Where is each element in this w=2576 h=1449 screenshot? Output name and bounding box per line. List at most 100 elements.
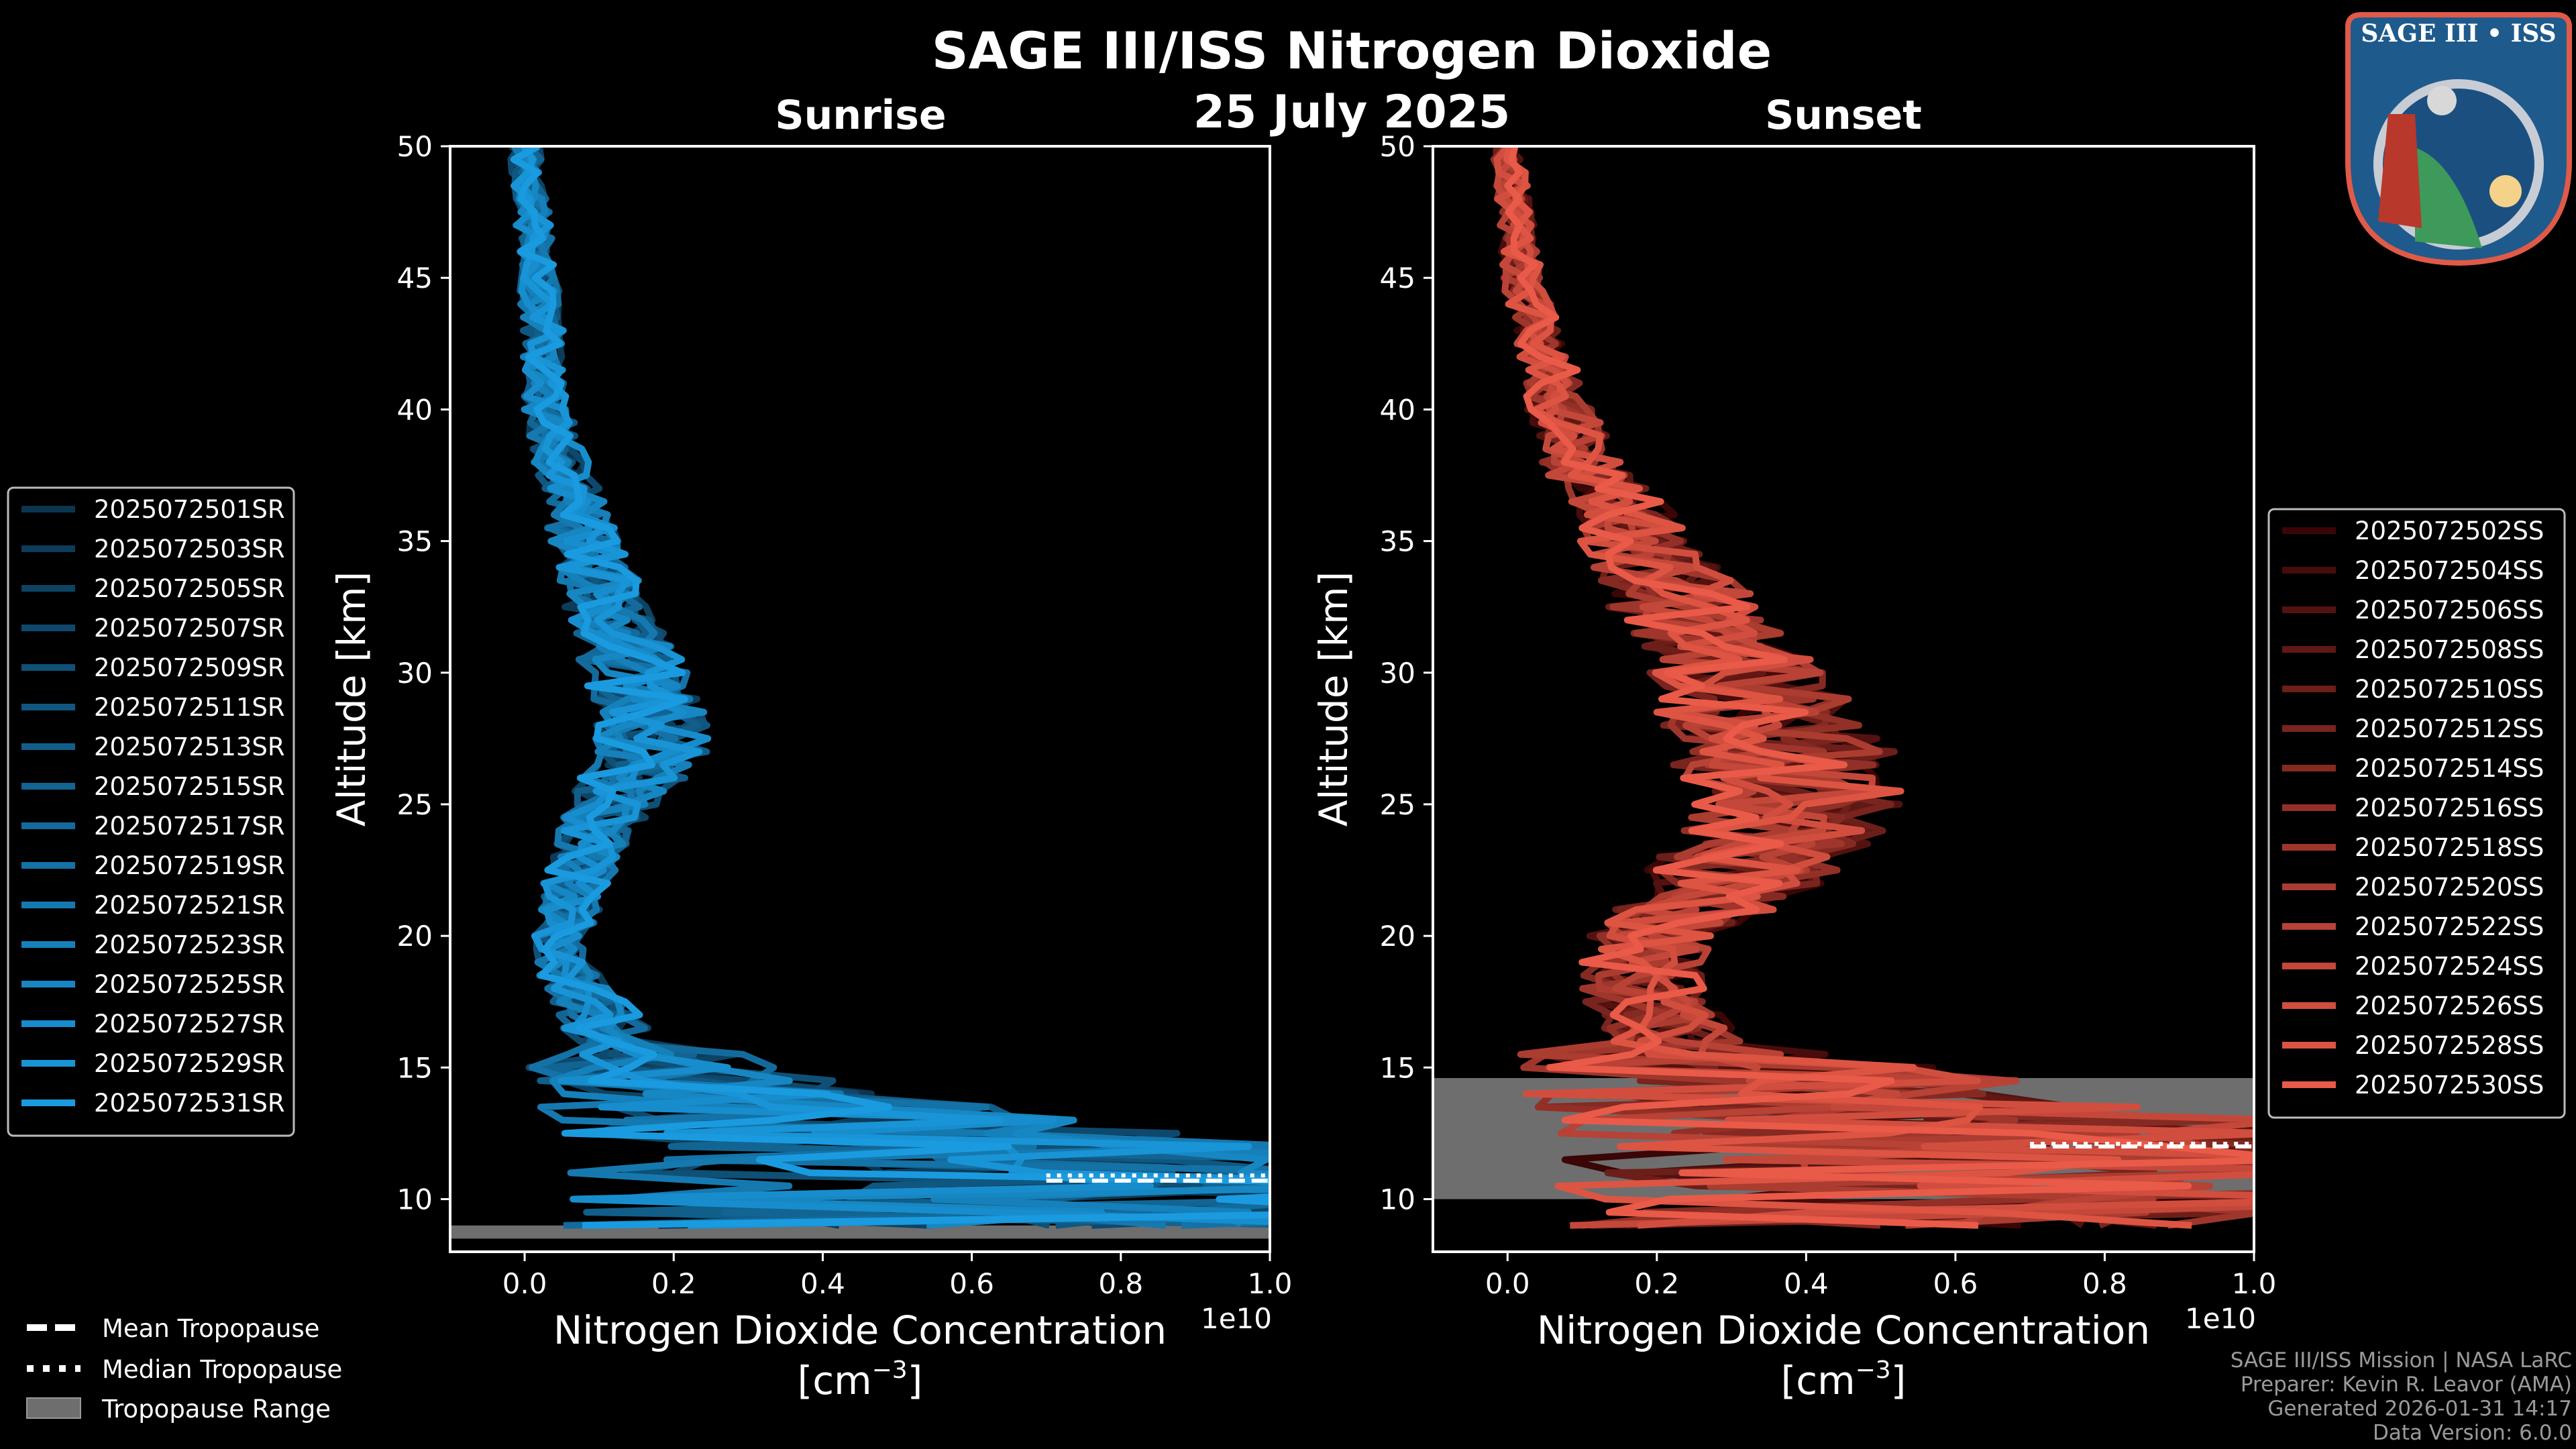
axes-frame — [449, 145, 1271, 1253]
axes-frame — [1432, 145, 2255, 1253]
legend-label: 2025072503SR — [94, 535, 285, 564]
legend-label: 2025072507SR — [94, 614, 285, 643]
mean-tropopause-label: Mean Tropopause — [102, 1314, 320, 1343]
footer-generated: Generated 2026-01-31 14:17 — [2267, 1397, 2572, 1421]
legend-label: 2025072531SR — [94, 1089, 285, 1118]
profile-line-2025072530SS — [1504, 146, 2254, 1229]
tropopause-legend: Mean Tropopause Median Tropopause Tropop… — [26, 1314, 342, 1424]
legend-label: 2025072530SS — [2355, 1071, 2544, 1099]
legend-label: 2025072519SR — [94, 851, 285, 880]
x-tick-label: 0.2 — [1634, 1267, 1679, 1300]
y-tick-label: 40 — [397, 393, 433, 426]
legend-label: 2025072524SS — [2355, 952, 2544, 981]
legend-label: 2025072506SS — [2355, 596, 2544, 625]
y-tick-label: 20 — [397, 920, 433, 953]
legend-label: 2025072512SS — [2355, 714, 2544, 743]
x-axis-unit: [cm−3] — [1781, 1356, 1907, 1403]
y-axis-label: Altitude [km] — [1311, 572, 1356, 826]
legend-label: 2025072513SR — [94, 733, 285, 761]
y-tick-label: 15 — [397, 1051, 433, 1084]
y-tick-label: 25 — [1380, 788, 1415, 821]
legend-label: 2025072520SS — [2355, 873, 2544, 902]
legend-label: 2025072510SS — [2355, 675, 2544, 704]
figure-date: 25 July 2025 — [1193, 86, 1511, 139]
x-tick-label: 0.4 — [1784, 1267, 1829, 1300]
y-tick-label: 25 — [397, 788, 433, 821]
legend-label: 2025072511SR — [94, 693, 285, 722]
y-tick-label: 10 — [397, 1183, 433, 1216]
legend-label: 2025072501SR — [94, 495, 285, 524]
footer-version: Data Version: 6.0.0 — [2373, 1421, 2572, 1445]
legend-label: 2025072502SS — [2355, 517, 2544, 545]
x-tick-label: 0.8 — [1098, 1267, 1143, 1300]
sage-iii-iss-logo: SAGE III • ISS — [2345, 12, 2572, 266]
x-tick-label: 0.2 — [651, 1267, 696, 1300]
x-tick-label: 0.0 — [1485, 1267, 1530, 1300]
y-tick-label: 35 — [397, 525, 433, 558]
x-axis-unit: [cm−3] — [798, 1356, 923, 1403]
x-tick-label: 0.6 — [949, 1267, 994, 1300]
legend-label: 2025072516SS — [2355, 794, 2544, 822]
legend-label: 2025072515SR — [94, 772, 285, 801]
footer-preparer: Preparer: Kevin R. Leavor (AMA) — [2241, 1373, 2572, 1397]
legend-label: 2025072505SR — [94, 574, 285, 603]
y-tick-label: 40 — [1380, 393, 1415, 426]
footer-mission: SAGE III/ISS Mission | NASA LaRC — [2231, 1348, 2572, 1373]
legend-label: 2025072504SS — [2355, 556, 2544, 585]
legend-label: 2025072525SR — [94, 970, 285, 999]
legend-label: 2025072517SR — [94, 812, 285, 841]
legend-label: 2025072521SR — [94, 891, 285, 920]
profile-line-2025072531SR — [510, 146, 1270, 1229]
sunrise-panel: 0.0 0.2 0.4 0.6 0.8 1.0 10 15 20 25 30 35 40 45 50 Nitr… — [7, 130, 1293, 1403]
y-tick-label: 20 — [1380, 920, 1415, 953]
x-scale-label: 1e10 — [1201, 1302, 1272, 1335]
sunset-series-legend: 2025072502SS 2025072504SS 2025072506SS 2025… — [2267, 508, 2566, 1119]
x-scale-label: 1e10 — [2185, 1302, 2256, 1335]
y-tick-label: 50 — [1380, 130, 1415, 163]
footer-credits: SAGE III/ISS Mission | NASA LaRC Prepare… — [2231, 1348, 2572, 1445]
y-axis-label: Altitude [km] — [329, 572, 374, 826]
legend-label: 2025072529SR — [94, 1049, 285, 1078]
legend-label: 2025072523SR — [94, 930, 285, 959]
legend-label: 2025072526SS — [2355, 991, 2544, 1020]
x-tick-label: 0.0 — [502, 1267, 547, 1300]
legend-frame — [7, 486, 295, 1137]
sunset-panel-title: Sunset — [1765, 92, 1922, 139]
x-tick-label: 1.0 — [2232, 1267, 2277, 1300]
y-tick-label: 10 — [1380, 1183, 1415, 1216]
legend-label: 2025072518SS — [2355, 833, 2544, 862]
tropopause-range-swatch — [26, 1397, 81, 1419]
y-tick-label: 30 — [397, 657, 433, 690]
legend-label: 2025072508SS — [2355, 635, 2544, 664]
tropopause-range-label: Tropopause Range — [101, 1395, 331, 1424]
sunrise-panel-title: Sunrise — [775, 92, 946, 139]
logo-title: SAGE III • ISS — [2361, 19, 2556, 48]
tropopause-range-band — [450, 1225, 1270, 1239]
y-tick-label: 45 — [1380, 262, 1415, 294]
sunset-panel: 0.0 0.2 0.4 0.6 0.8 1.0 10 15 20 25 30 35 40 45 50 Nitr… — [1311, 130, 2566, 1403]
legend-label: 2025072522SS — [2355, 912, 2544, 941]
x-tick-label: 0.8 — [2082, 1267, 2127, 1300]
profile-line-2025072529SR — [511, 146, 1270, 1229]
x-tick-label: 1.0 — [1248, 1267, 1293, 1300]
figure-title: SAGE III/ISS Nitrogen Dioxide — [932, 21, 1772, 80]
y-tick-label: 45 — [397, 262, 433, 294]
plot-area — [1433, 146, 2254, 1229]
median-tropopause-label: Median Tropopause — [102, 1355, 342, 1384]
x-axis-label: Nitrogen Dioxide Concentration — [553, 1307, 1167, 1353]
x-axis-label: Nitrogen Dioxide Concentration — [1537, 1307, 2150, 1353]
profile-line-2025072528SS — [1501, 146, 2192, 1229]
y-tick-label: 15 — [1380, 1051, 1415, 1084]
sunrise-series-legend: 2025072501SR 2025072503SR 2025072505SR 2025… — [7, 486, 295, 1137]
legend-label: 2025072528SS — [2355, 1031, 2544, 1060]
legend-label: 2025072509SR — [94, 653, 285, 682]
legend-label: 2025072527SR — [94, 1010, 285, 1038]
y-tick-label: 30 — [1380, 657, 1415, 690]
plot-area — [450, 146, 1270, 1239]
legend-label: 2025072514SS — [2355, 754, 2544, 783]
x-tick-label: 0.6 — [1933, 1267, 1978, 1300]
legend-frame — [2267, 508, 2566, 1119]
x-tick-label: 0.4 — [800, 1267, 845, 1300]
